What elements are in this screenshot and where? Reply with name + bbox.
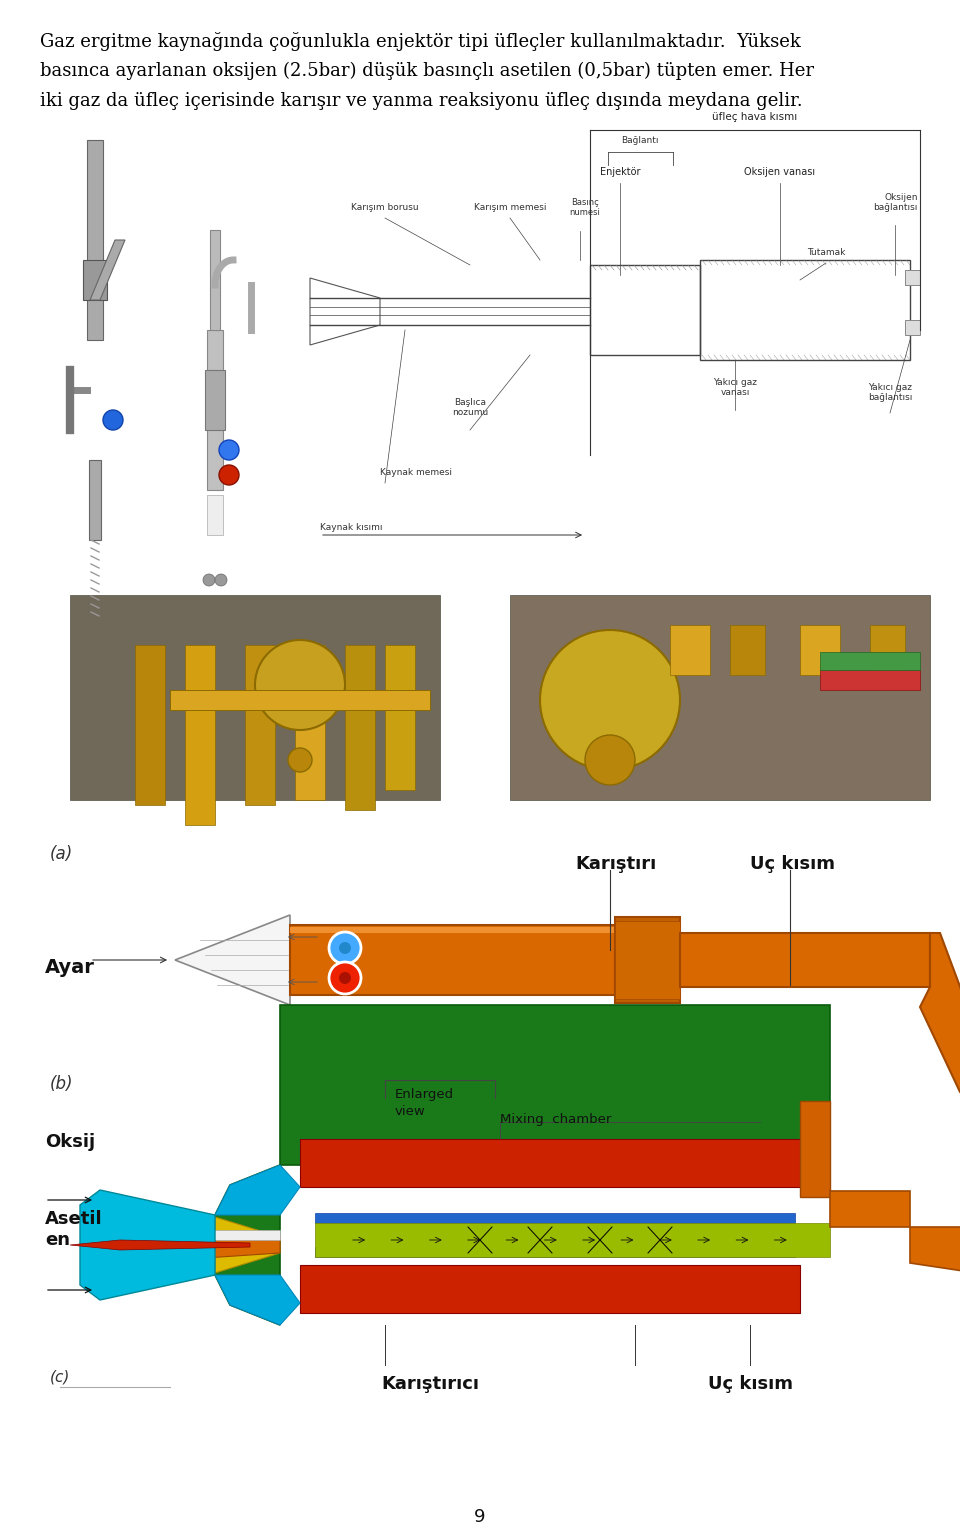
Text: Tutamak: Tutamak bbox=[806, 248, 845, 257]
Circle shape bbox=[585, 735, 635, 785]
Text: Uç kısım: Uç kısım bbox=[708, 1375, 793, 1394]
Text: basınca ayarlanan oksijen (2.5bar) düşük basınçlı asetilen (0,5bar) tüpten emer.: basınca ayarlanan oksijen (2.5bar) düşük… bbox=[40, 63, 814, 81]
Bar bbox=[680, 934, 930, 987]
Polygon shape bbox=[215, 1274, 300, 1325]
Bar bbox=[905, 319, 920, 335]
Bar bbox=[820, 669, 920, 691]
Bar bbox=[245, 645, 275, 805]
Bar bbox=[89, 460, 101, 539]
Text: Karıştırıcı: Karıştırıcı bbox=[381, 1375, 479, 1394]
Circle shape bbox=[219, 465, 239, 484]
Bar bbox=[800, 625, 840, 675]
Bar bbox=[185, 645, 215, 825]
Bar bbox=[800, 1102, 830, 1196]
Text: Kaynak kısımı: Kaynak kısımı bbox=[320, 523, 382, 532]
Bar bbox=[830, 1190, 910, 1227]
Circle shape bbox=[329, 932, 361, 964]
Bar bbox=[295, 645, 325, 801]
Bar bbox=[207, 495, 223, 535]
Bar bbox=[290, 927, 615, 934]
Bar bbox=[70, 594, 440, 801]
Text: Karışım memesi: Karışım memesi bbox=[473, 203, 546, 212]
Bar bbox=[300, 1265, 800, 1313]
Bar bbox=[905, 270, 920, 286]
Text: Bağlantı: Bağlantı bbox=[621, 136, 659, 145]
Bar bbox=[135, 645, 165, 805]
Text: Kaynak memesi: Kaynak memesi bbox=[380, 468, 452, 477]
Bar bbox=[315, 1213, 795, 1222]
Text: Oksij: Oksij bbox=[45, 1132, 95, 1151]
Text: üfleç hava kısmı: üfleç hava kısmı bbox=[712, 112, 798, 122]
Text: Karıştırı: Karıştırı bbox=[575, 856, 657, 872]
Text: (c): (c) bbox=[50, 1371, 70, 1384]
Text: (b): (b) bbox=[50, 1076, 74, 1093]
Bar bbox=[280, 1005, 830, 1164]
Text: Oksijen
bağlantısı: Oksijen bağlantısı bbox=[874, 193, 918, 212]
Text: Asetil
en: Asetil en bbox=[45, 1210, 103, 1248]
Bar bbox=[205, 370, 225, 429]
Bar bbox=[870, 625, 905, 675]
Bar bbox=[615, 921, 680, 999]
Bar bbox=[83, 260, 107, 299]
Bar bbox=[345, 645, 375, 810]
Bar bbox=[300, 1138, 800, 1187]
Text: Karışım borusu: Karışım borusu bbox=[351, 203, 419, 212]
Text: iki gaz da üfleç içerisinde karışır ve yanma reaksiyonu üfleç dışında meydana ge: iki gaz da üfleç içerisinde karışır ve y… bbox=[40, 92, 803, 110]
Circle shape bbox=[255, 640, 345, 730]
Polygon shape bbox=[80, 1190, 215, 1300]
Polygon shape bbox=[910, 1227, 960, 1305]
Circle shape bbox=[219, 440, 239, 460]
Bar bbox=[170, 691, 430, 711]
Bar bbox=[670, 625, 710, 675]
Circle shape bbox=[339, 972, 351, 984]
Circle shape bbox=[103, 410, 123, 429]
Bar bbox=[87, 141, 103, 341]
Bar bbox=[730, 625, 765, 675]
Polygon shape bbox=[90, 240, 125, 299]
Text: view: view bbox=[395, 1105, 425, 1118]
Circle shape bbox=[329, 963, 361, 995]
Text: 9: 9 bbox=[474, 1508, 486, 1526]
Text: Uç kısım: Uç kısım bbox=[750, 856, 835, 872]
Text: Yakıcı gaz
vanası: Yakıcı gaz vanası bbox=[713, 377, 757, 397]
Bar bbox=[207, 330, 223, 490]
Circle shape bbox=[339, 941, 351, 953]
Bar bbox=[615, 917, 680, 1002]
Polygon shape bbox=[920, 934, 960, 1112]
Polygon shape bbox=[175, 915, 290, 1005]
Bar bbox=[290, 924, 615, 995]
Polygon shape bbox=[70, 1241, 250, 1250]
Text: Basınç
numesi: Basınç numesi bbox=[569, 197, 600, 217]
Circle shape bbox=[203, 575, 215, 587]
Polygon shape bbox=[215, 1164, 300, 1215]
Bar bbox=[510, 594, 930, 801]
Text: Yakıcı gaz
bağlantısı: Yakıcı gaz bağlantısı bbox=[868, 382, 912, 402]
Text: (a): (a) bbox=[50, 845, 73, 863]
Circle shape bbox=[215, 575, 227, 587]
Bar bbox=[385, 645, 415, 790]
Bar bbox=[120, 1230, 280, 1241]
Polygon shape bbox=[130, 1227, 280, 1264]
Circle shape bbox=[288, 749, 312, 772]
Bar bbox=[210, 231, 220, 330]
Text: Başlıca
nozumu: Başlıca nozumu bbox=[452, 397, 488, 417]
Text: Oksijen vanası: Oksijen vanası bbox=[744, 167, 816, 177]
Text: Enjektör: Enjektör bbox=[600, 167, 640, 177]
Bar bbox=[315, 1247, 795, 1258]
Text: Gaz ergitme kaynağında çoğunlukla enjektör tipi üfleçler kullanılmaktadır.  Yüks: Gaz ergitme kaynağında çoğunlukla enjekt… bbox=[40, 32, 801, 50]
Bar bbox=[315, 1222, 830, 1258]
Text: Mixing  chamber: Mixing chamber bbox=[500, 1112, 612, 1126]
Polygon shape bbox=[215, 1216, 280, 1273]
Text: Enlarged: Enlarged bbox=[395, 1088, 454, 1102]
Circle shape bbox=[540, 630, 680, 770]
Bar bbox=[820, 652, 920, 669]
Polygon shape bbox=[215, 1164, 280, 1325]
Text: Ayar: Ayar bbox=[45, 958, 95, 976]
